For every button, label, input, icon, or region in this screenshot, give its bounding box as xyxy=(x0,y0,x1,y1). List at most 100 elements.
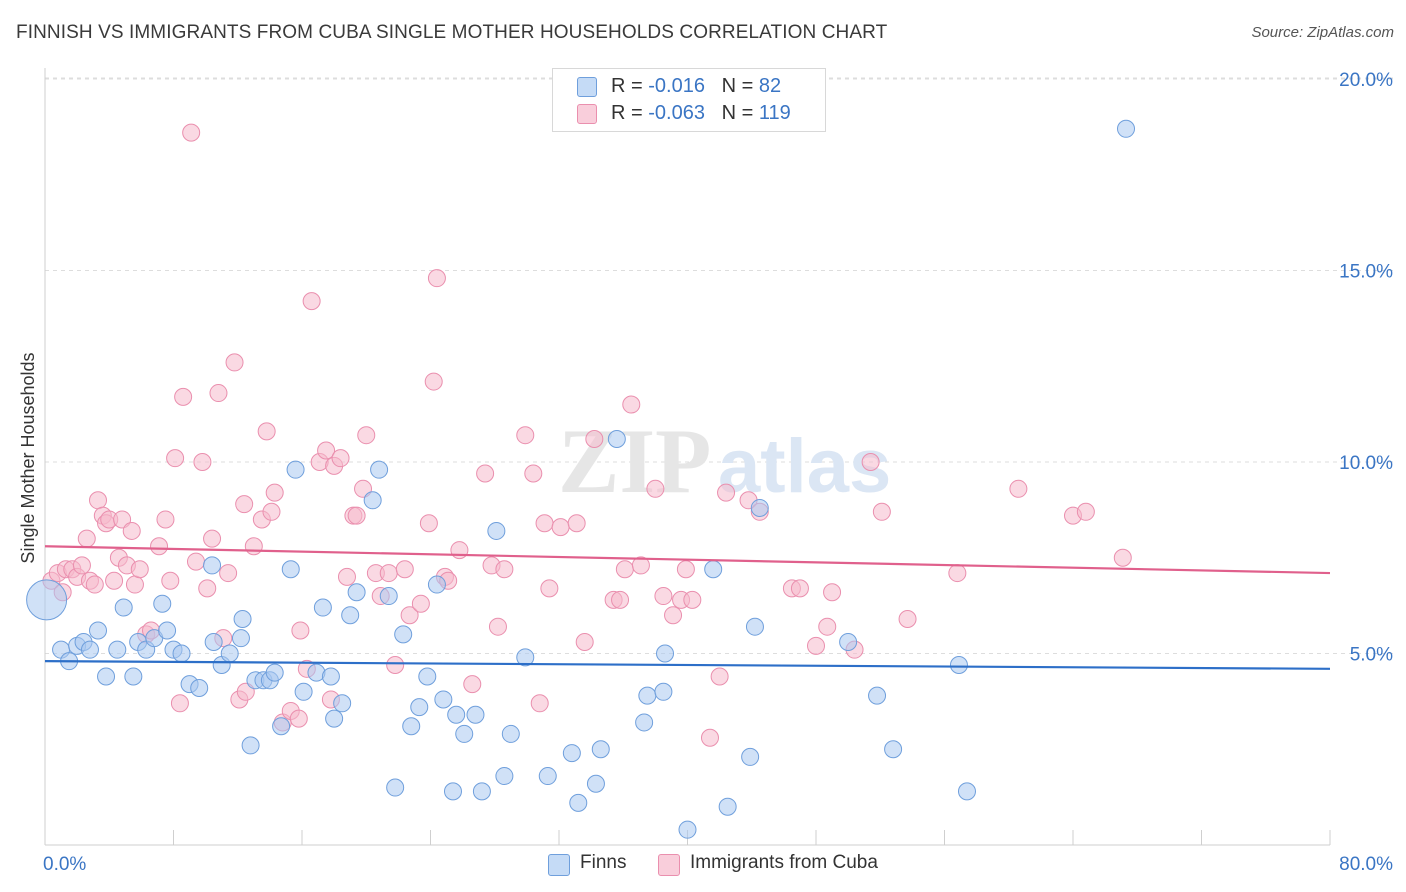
legend: R = -0.016 N = 82 R = -0.063 N = 119 xyxy=(552,68,826,132)
legend-swatch-finns xyxy=(577,77,597,97)
finns-point xyxy=(654,682,673,701)
finns-point xyxy=(294,682,313,701)
cuba-point xyxy=(257,422,276,441)
cuba-point xyxy=(717,483,736,502)
cuba-point xyxy=(331,449,350,468)
cuba-point xyxy=(386,655,405,674)
cuba-point xyxy=(166,449,185,468)
finns-point xyxy=(265,663,284,682)
source-label: Source: ZipAtlas.com xyxy=(1251,24,1394,41)
cuba-point xyxy=(575,633,594,652)
finns-point xyxy=(97,667,116,686)
cuba-point xyxy=(72,556,91,575)
finns-point xyxy=(949,655,968,674)
cuba-point xyxy=(347,506,366,525)
bottom-legend-label-finns: Finns xyxy=(580,852,627,873)
finns-point xyxy=(220,644,239,663)
finns-point xyxy=(638,686,657,705)
cuba-point xyxy=(170,694,189,713)
cuba-point xyxy=(289,709,308,728)
cuba-point xyxy=(516,426,535,445)
cuba-point xyxy=(182,123,201,142)
finns-point xyxy=(410,698,429,717)
cuba-point xyxy=(676,560,695,579)
trend-line-cuba xyxy=(44,545,1331,575)
finns-point xyxy=(321,667,340,686)
finns-point xyxy=(363,491,382,510)
finns-point xyxy=(678,820,697,839)
cuba-point xyxy=(1076,502,1095,521)
cuba-point xyxy=(193,453,212,471)
finns-point xyxy=(108,640,127,659)
cuba-point xyxy=(948,564,967,583)
finns-point xyxy=(443,782,462,801)
finns-point xyxy=(386,778,405,797)
finns-point xyxy=(466,705,485,724)
finns-point xyxy=(231,629,250,648)
cuba-point xyxy=(236,682,255,701)
cuba-point xyxy=(615,560,634,579)
finns-point xyxy=(341,606,360,625)
finns-point xyxy=(427,575,446,594)
finns-point xyxy=(394,625,413,644)
finns-point xyxy=(190,678,209,697)
cuba-point xyxy=(585,430,604,449)
finns-point xyxy=(172,644,191,663)
finns-point xyxy=(586,774,605,793)
cuba-point xyxy=(495,560,514,579)
finns-point xyxy=(26,579,68,621)
legend-n-value-finns: 82 xyxy=(758,75,782,97)
finns-point xyxy=(704,560,723,579)
cuba-point xyxy=(219,564,238,583)
finns-point xyxy=(286,460,305,479)
finns-point xyxy=(538,767,557,786)
cuba-point xyxy=(1113,548,1132,567)
chart-title: FINNISH VS IMMIGRANTS FROM CUBA SINGLE M… xyxy=(16,22,888,43)
cuba-point xyxy=(395,560,414,579)
cuba-point xyxy=(530,694,549,713)
cuba-point xyxy=(244,537,263,556)
finns-point xyxy=(607,430,626,449)
cuba-point xyxy=(400,606,419,625)
bottom-legend-label-cuba: Immigrants from Cuba xyxy=(690,852,878,873)
finns-point xyxy=(281,560,300,579)
cuba-point xyxy=(567,514,586,533)
cuba-point xyxy=(85,575,104,594)
finns-point xyxy=(745,617,764,636)
cuba-point xyxy=(540,579,559,598)
cuba-points xyxy=(42,123,1132,747)
cuba-point xyxy=(337,567,356,586)
finns-point xyxy=(124,667,143,686)
finns-point xyxy=(233,610,252,629)
cuba-point xyxy=(463,675,482,694)
finns-point xyxy=(635,713,654,732)
x-tick-label: 80.0% xyxy=(1339,854,1393,875)
finns-point xyxy=(839,633,858,652)
cuba-point xyxy=(161,571,180,590)
finns-point xyxy=(379,587,398,606)
finns-point xyxy=(89,621,108,640)
finns-point xyxy=(370,460,389,479)
finns-point xyxy=(402,717,421,736)
cuba-point xyxy=(551,518,570,537)
finns-point xyxy=(569,793,588,812)
cuba-point xyxy=(807,636,825,655)
x-tick-label: 0.0% xyxy=(43,854,86,875)
finns-point xyxy=(884,740,903,759)
y-tick-label: 5.0% xyxy=(1350,645,1393,666)
finns-point xyxy=(272,717,291,736)
cuba-point xyxy=(611,590,630,609)
legend-n-value-cuba: 119 xyxy=(758,102,791,124)
cuba-point xyxy=(664,606,683,625)
cuba-point xyxy=(1009,479,1028,498)
legend-n-label: N = xyxy=(721,102,754,124)
finns-point xyxy=(158,621,177,640)
cuba-point xyxy=(379,564,398,583)
cuba-point xyxy=(872,502,891,521)
cuba-point xyxy=(411,594,430,613)
cuba-point xyxy=(317,441,336,460)
legend-r-label: R = xyxy=(611,75,643,97)
finns-point xyxy=(447,705,466,724)
cuba-point xyxy=(631,556,650,575)
